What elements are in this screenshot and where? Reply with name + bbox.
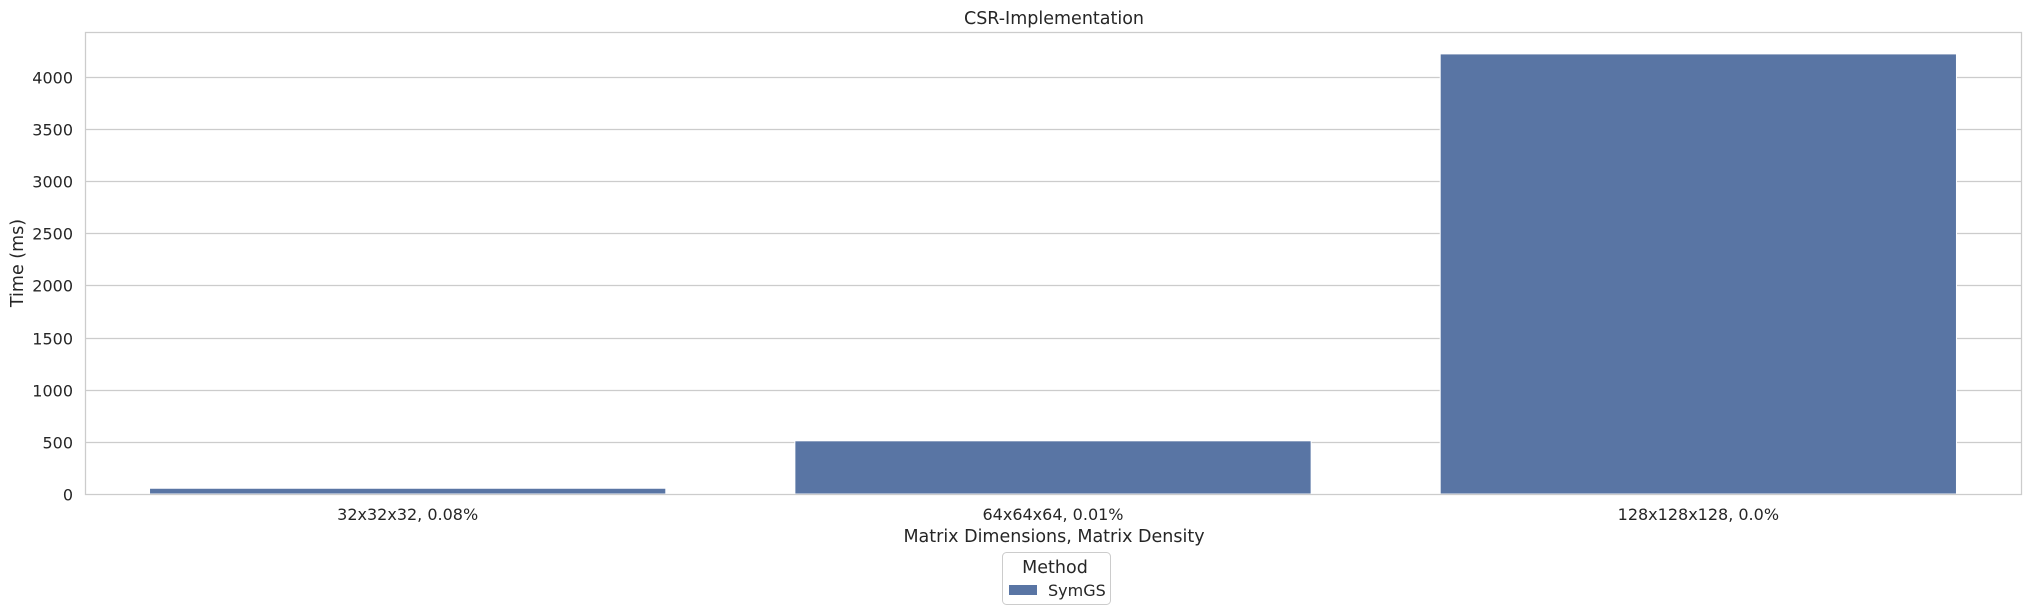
legend: Method SymGS (1002, 552, 1111, 605)
bar-1 (149, 487, 667, 495)
y-tick-label: 1000 (32, 382, 73, 401)
x-axis-ticks: 32x32x32, 0.08% 64x64x64, 0.01% 128x128x12… (337, 505, 1779, 524)
y-axis-ticks: 0 500 1000 1500 2000 2500 3000 3500 4000 (32, 69, 73, 505)
legend-title: Method (1022, 558, 1088, 578)
y-tick-label: 500 (42, 434, 73, 453)
y-tick-label: 2500 (32, 225, 73, 244)
y-tick-label: 0 (63, 486, 73, 505)
bar-group (149, 53, 1957, 495)
bar-3 (1439, 53, 1957, 495)
chart-title: CSR-Implementation (964, 9, 1144, 29)
y-tick-label: 4000 (32, 69, 73, 88)
y-tick-label: 2000 (32, 277, 73, 296)
plot-frame (84, 31, 2023, 496)
gridlines (85, 76, 2021, 444)
x-tick-label: 64x64x64, 0.01% (982, 505, 1123, 524)
x-tick-label: 32x32x32, 0.08% (337, 505, 478, 524)
legend-label-symgs: SymGS (1048, 581, 1106, 600)
y-axis-title: Time (ms) (8, 219, 28, 308)
y-tick-label: 3500 (32, 121, 73, 140)
y-tick-label: 1500 (32, 330, 73, 349)
x-tick-label: 128x128x128, 0.0% (1618, 505, 1779, 524)
bar-2 (794, 440, 1312, 495)
y-tick-label: 3000 (32, 173, 73, 192)
legend-swatch-symgs (1009, 585, 1037, 595)
x-axis-title: Matrix Dimensions, Matrix Density (903, 527, 1204, 547)
